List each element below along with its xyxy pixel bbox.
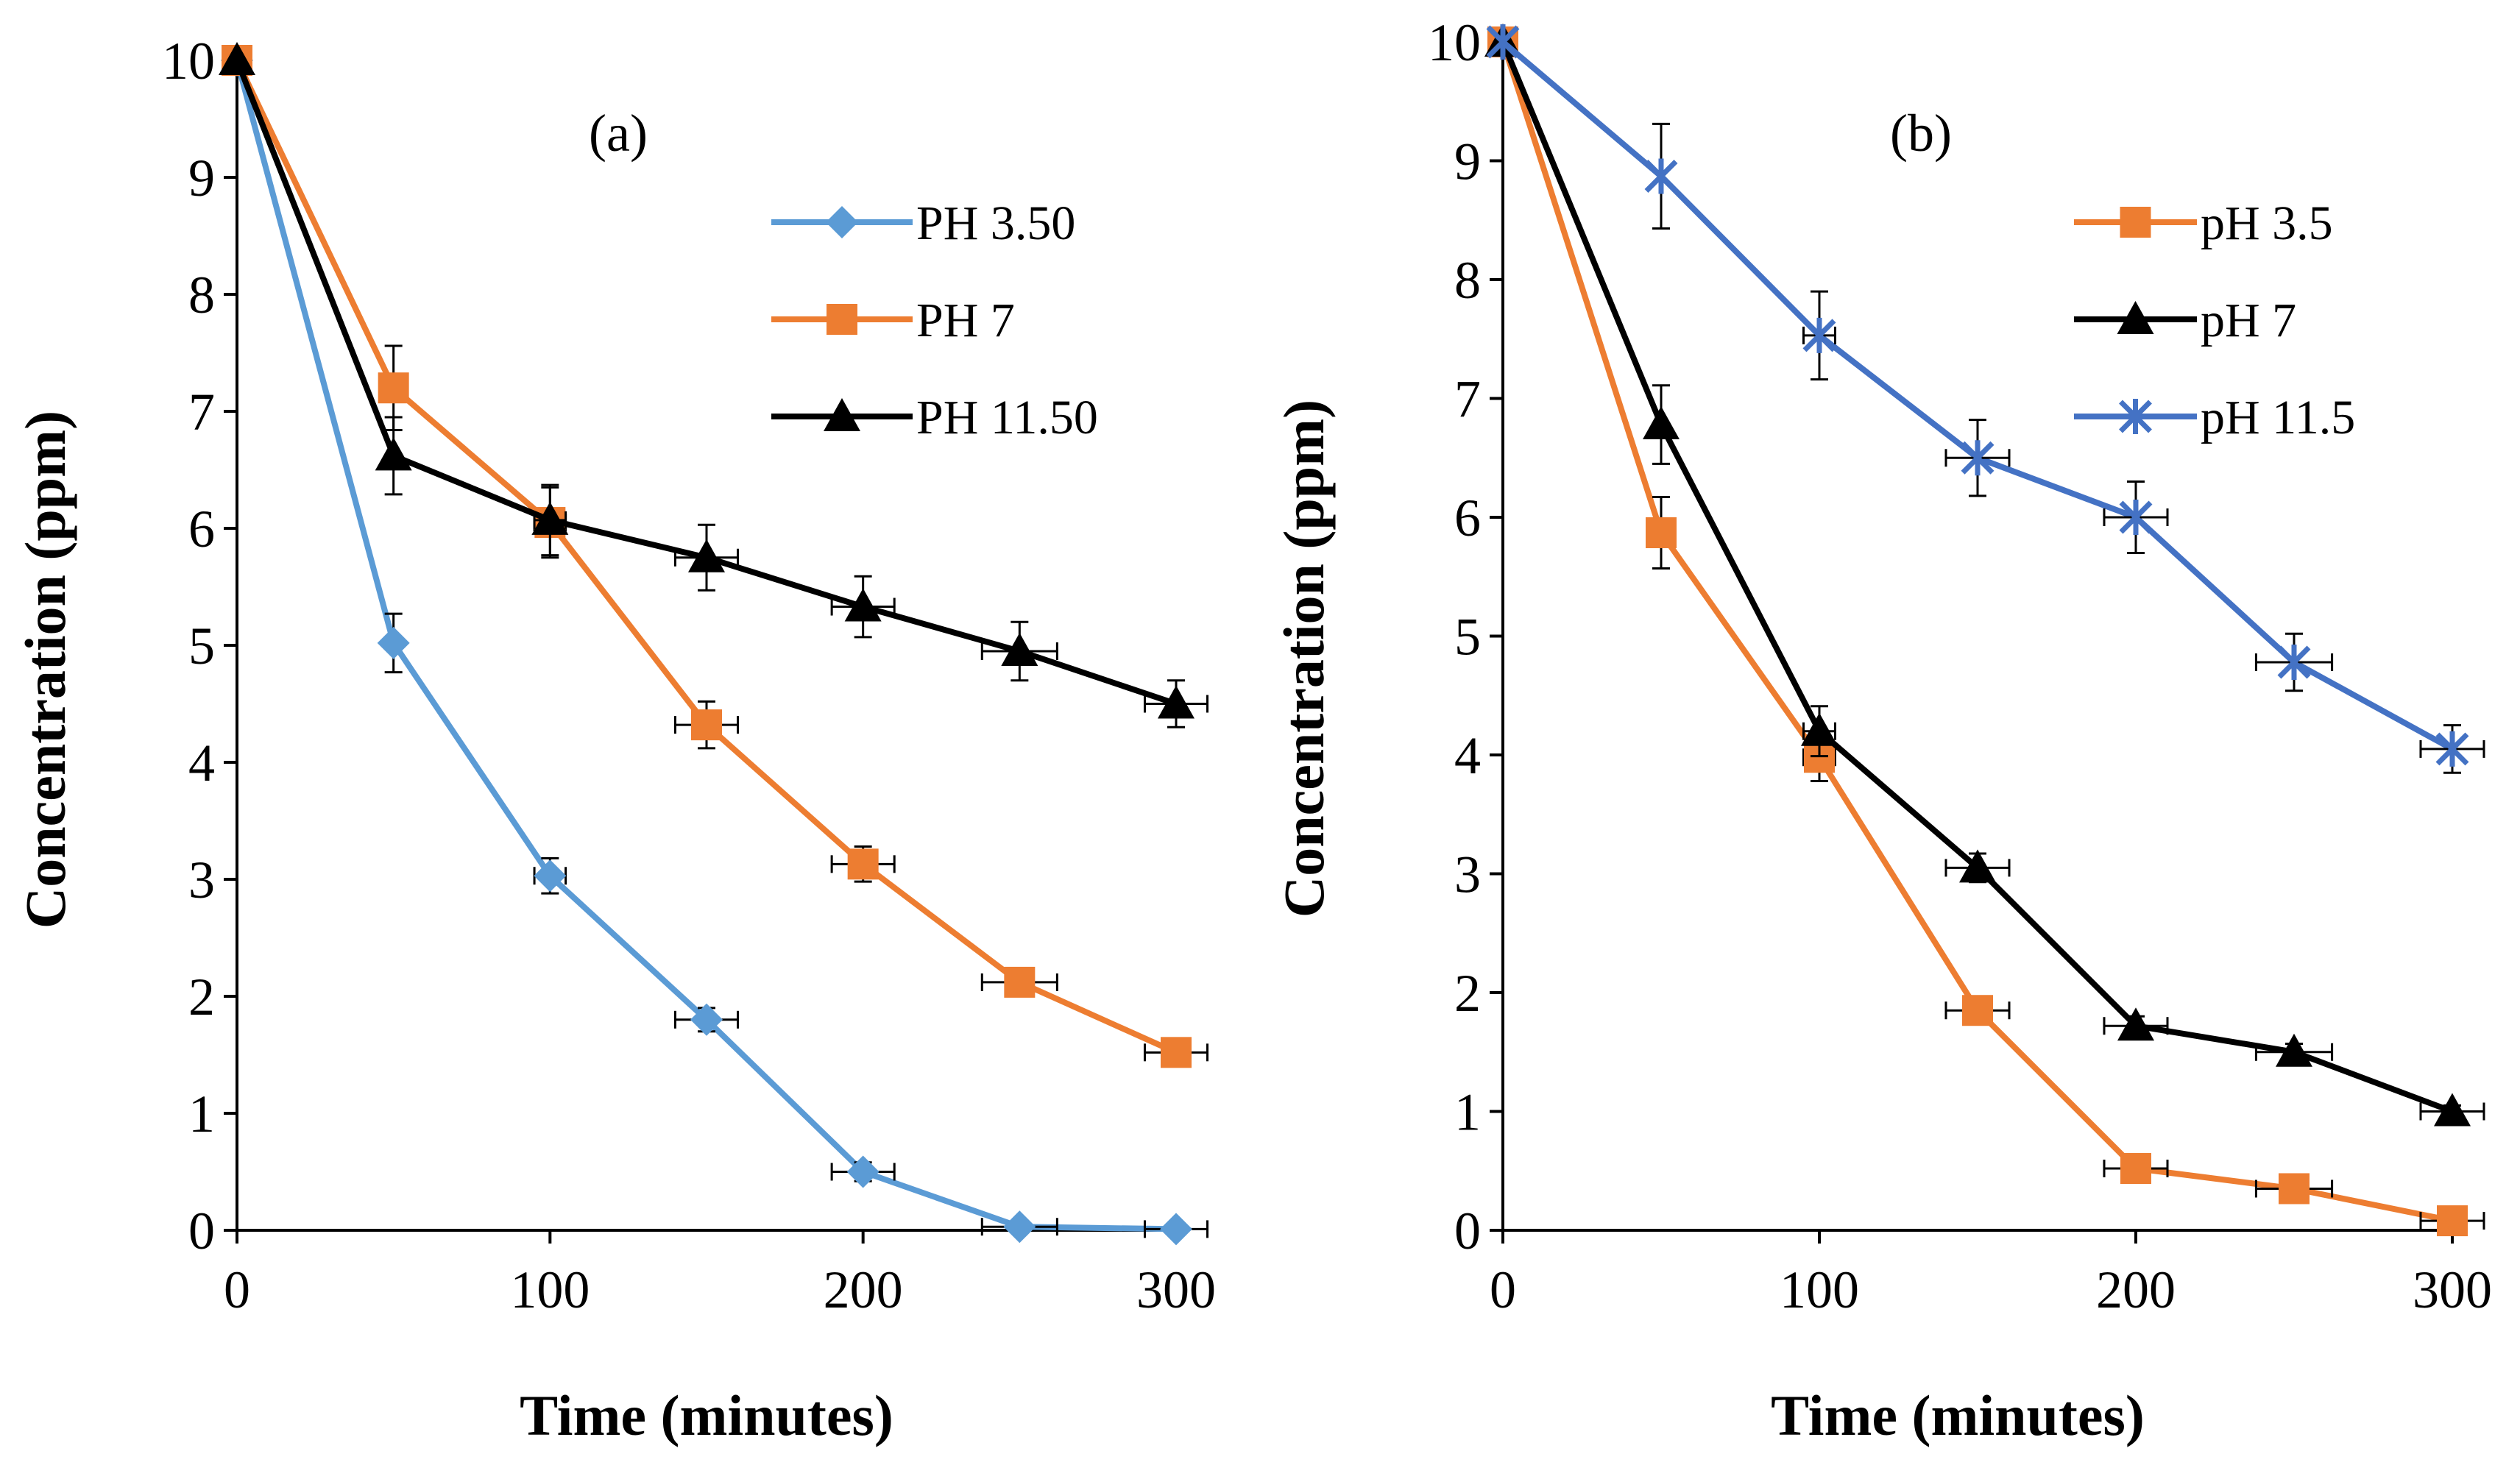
legend-marker bbox=[2119, 399, 2152, 434]
legend-label: PH 11.50 bbox=[916, 391, 1098, 444]
data-point bbox=[2437, 1205, 2468, 1237]
legend-marker bbox=[826, 206, 858, 238]
data-point bbox=[2117, 1007, 2154, 1041]
y-tick-label: 4 bbox=[188, 734, 215, 792]
data-point bbox=[1486, 24, 1520, 60]
y-tick-label: 6 bbox=[188, 500, 215, 558]
data-point bbox=[2277, 645, 2311, 681]
data-point bbox=[1158, 685, 1194, 719]
x-tick-label: 0 bbox=[224, 1260, 250, 1319]
y-tick-label: 2 bbox=[1454, 964, 1481, 1023]
panel-label: (b) bbox=[1890, 104, 1952, 163]
x-tick-label: 300 bbox=[2413, 1260, 2492, 1319]
legend-marker bbox=[824, 398, 860, 431]
y-tick-label: 5 bbox=[188, 617, 215, 675]
y-tick-label: 10 bbox=[162, 32, 215, 91]
y-tick-label: 1 bbox=[1454, 1083, 1481, 1142]
data-point bbox=[531, 501, 569, 535]
data-point bbox=[846, 1155, 879, 1188]
series-0 bbox=[1487, 26, 2485, 1237]
legend-entry: PH 3.50 bbox=[771, 196, 1075, 250]
legend: PH 3.50 PH 7 PH 11.50 bbox=[771, 196, 1098, 444]
x-tick-label: 300 bbox=[1136, 1260, 1216, 1319]
data-point bbox=[1644, 158, 1678, 194]
y-tick-label: 9 bbox=[188, 149, 215, 207]
data-point bbox=[691, 709, 722, 741]
series-1 bbox=[1484, 24, 2485, 1127]
data-point bbox=[1160, 1213, 1192, 1246]
data-point bbox=[2279, 1173, 2310, 1205]
data-point bbox=[219, 42, 255, 75]
series-2 bbox=[219, 42, 1209, 728]
data-point bbox=[375, 437, 412, 471]
series-2 bbox=[1486, 24, 2485, 774]
data-point bbox=[688, 539, 725, 572]
y-axis-title: Concentration (ppm) bbox=[1272, 400, 1336, 918]
x-tick-label: 200 bbox=[2096, 1260, 2176, 1319]
legend-label: pH 3.5 bbox=[2201, 196, 2333, 250]
chart-panel-a: Concentration (ppm) Time (minutes) (a) 0… bbox=[13, 32, 1216, 1447]
x-axis-title: Time (minutes) bbox=[1771, 1383, 2145, 1447]
data-point bbox=[1646, 517, 1677, 548]
y-tick-label: 2 bbox=[188, 968, 215, 1026]
legend-entry: pH 3.5 bbox=[2074, 196, 2333, 250]
legend-entry: PH 7 bbox=[771, 294, 1015, 347]
data-point bbox=[378, 372, 409, 404]
y-tick-label: 0 bbox=[1454, 1202, 1481, 1260]
y-tick-label: 7 bbox=[188, 383, 215, 441]
data-point bbox=[377, 626, 410, 659]
legend-marker bbox=[2117, 301, 2154, 334]
legend: pH 3.5 pH 7 pH 11.5 bbox=[2074, 196, 2355, 444]
y-tick-label: 9 bbox=[1454, 132, 1481, 191]
y-tick-label: 3 bbox=[1454, 845, 1481, 904]
data-point bbox=[847, 848, 879, 880]
y-tick-label: 8 bbox=[1454, 251, 1481, 310]
y-axis-title: Concentration (ppm) bbox=[13, 411, 77, 929]
x-tick-label: 0 bbox=[1490, 1260, 1516, 1319]
data-point bbox=[690, 1003, 723, 1036]
data-point bbox=[1004, 966, 1036, 998]
legend-label: PH 7 bbox=[916, 294, 1015, 347]
data-point bbox=[1801, 712, 1838, 746]
x-tick-label: 200 bbox=[824, 1260, 903, 1319]
data-point bbox=[2435, 731, 2469, 767]
legend-entry: PH 11.50 bbox=[771, 391, 1098, 444]
data-point bbox=[1962, 995, 1993, 1026]
y-tick-label: 10 bbox=[1428, 13, 1481, 72]
legend-marker bbox=[827, 304, 857, 335]
y-tick-label: 3 bbox=[188, 851, 215, 909]
data-point bbox=[1001, 632, 1038, 666]
y-tick-label: 6 bbox=[1454, 489, 1481, 547]
data-point bbox=[1003, 1210, 1036, 1244]
y-tick-label: 7 bbox=[1454, 370, 1481, 429]
x-tick-label: 100 bbox=[1780, 1260, 1859, 1319]
data-point bbox=[844, 588, 882, 622]
data-point bbox=[2119, 500, 2153, 535]
data-point bbox=[1643, 406, 1680, 440]
y-tick-label: 4 bbox=[1454, 726, 1481, 785]
data-point bbox=[1161, 1037, 1192, 1068]
data-point bbox=[2120, 1153, 2151, 1185]
y-tick-label: 1 bbox=[188, 1085, 215, 1143]
panel-label: (a) bbox=[589, 104, 648, 163]
data-point bbox=[2276, 1033, 2312, 1067]
legend-entry: pH 11.5 bbox=[2074, 391, 2355, 444]
x-tick-label: 100 bbox=[510, 1260, 590, 1319]
y-tick-label: 5 bbox=[1454, 608, 1481, 667]
legend-entry: pH 7 bbox=[2074, 294, 2296, 347]
data-point bbox=[1961, 440, 1995, 476]
data-point bbox=[1802, 317, 1836, 353]
data-point bbox=[2434, 1093, 2471, 1127]
legend-label: PH 3.50 bbox=[916, 196, 1075, 250]
x-axis-title: Time (minutes) bbox=[520, 1383, 893, 1447]
legend-label: pH 11.5 bbox=[2201, 391, 2355, 444]
data-point bbox=[534, 859, 567, 893]
chart-panel-b: Concentration (ppm) Time (minutes) (b) 0… bbox=[1272, 13, 2492, 1447]
data-point bbox=[1959, 849, 1996, 883]
y-tick-label: 0 bbox=[188, 1202, 215, 1260]
legend-label: pH 7 bbox=[2201, 294, 2296, 347]
legend-marker bbox=[2120, 207, 2151, 238]
y-tick-label: 8 bbox=[188, 266, 215, 324]
